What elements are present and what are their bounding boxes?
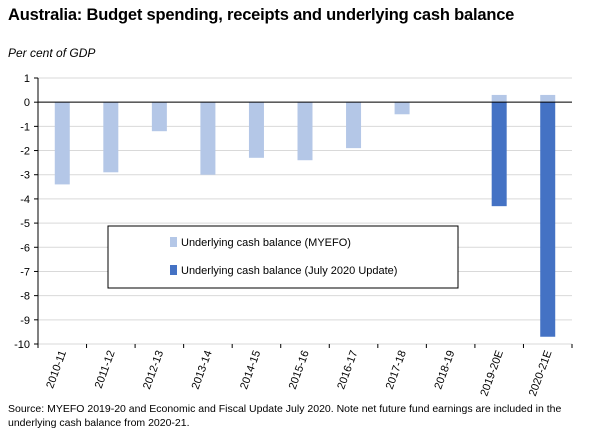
- legend-swatch-july: [170, 265, 177, 275]
- bar-myefo-2010-11: [54, 102, 70, 185]
- x-tick-label: 2019-20E: [478, 349, 506, 398]
- y-tick-label: 0: [24, 97, 30, 109]
- x-tick-label: 2015-16: [287, 349, 312, 391]
- bar-myefo-2015-16: [297, 102, 313, 161]
- legend-label-july: Underlying cash balance (July 2020 Updat…: [181, 265, 397, 277]
- chart-title: Australia: Budget spending, receipts and…: [8, 6, 515, 24]
- bar-myefo-2013-14: [200, 102, 216, 175]
- bar-myefo-2019-20E: [491, 94, 507, 103]
- bar-july-2020-2019-20E: [491, 102, 507, 207]
- legend-box: [107, 225, 459, 289]
- x-tick-label: 2014-15: [238, 349, 263, 391]
- bar-chart: 1 0 -1 -2 -3 -4 -5 -6 -7 -8 -9 -10 2010-11 2011-12 201…: [14, 73, 573, 398]
- x-tick-label: 2020-21E: [527, 349, 555, 398]
- y-tick-label: -8: [20, 291, 30, 303]
- legend-swatch-myefo: [170, 237, 177, 247]
- y-tick-label: 1: [24, 73, 30, 85]
- x-tick-label: 2013-14: [190, 349, 215, 391]
- x-tick-label: 2017-18: [384, 349, 409, 391]
- y-tick-label: -10: [14, 339, 30, 351]
- bar-myefo-2012-13: [151, 102, 167, 132]
- y-tick-label: -7: [20, 266, 30, 278]
- bar-myefo-2016-17: [346, 102, 362, 149]
- bar-myefo-2020-21E: [540, 94, 556, 103]
- x-tick-label: 2018-19: [432, 349, 457, 391]
- bars: [54, 94, 556, 337]
- bar-myefo-2011-12: [103, 102, 119, 173]
- y-tick-label: -3: [20, 170, 30, 182]
- y-tick-label: -1: [20, 121, 30, 133]
- source-note: Source: MYEFO 2019-20 and Economic and F…: [8, 403, 562, 429]
- bar-myefo-2017-18: [394, 102, 410, 115]
- y-axis-unit-label: Per cent of GDP: [8, 46, 96, 60]
- y-tick-label: -4: [20, 194, 30, 206]
- bar-myefo-2014-15: [248, 102, 264, 158]
- legend: Underlying cash balance (MYEFO) Underlyi…: [107, 225, 459, 289]
- y-tick-label: -5: [20, 218, 30, 230]
- legend-label-myefo: Underlying cash balance (MYEFO): [181, 237, 351, 249]
- y-tick-label: -9: [20, 315, 30, 327]
- x-tick-label: 2010-11: [44, 349, 69, 390]
- y-tick-label: -6: [20, 242, 30, 254]
- x-tick-label: 2011-12: [93, 349, 118, 390]
- bar-july-2020-2020-21E: [540, 102, 556, 337]
- x-tick-label: 2012-13: [141, 349, 166, 391]
- x-tick-label: 2016-17: [335, 349, 360, 391]
- y-tick-label: -2: [20, 146, 30, 158]
